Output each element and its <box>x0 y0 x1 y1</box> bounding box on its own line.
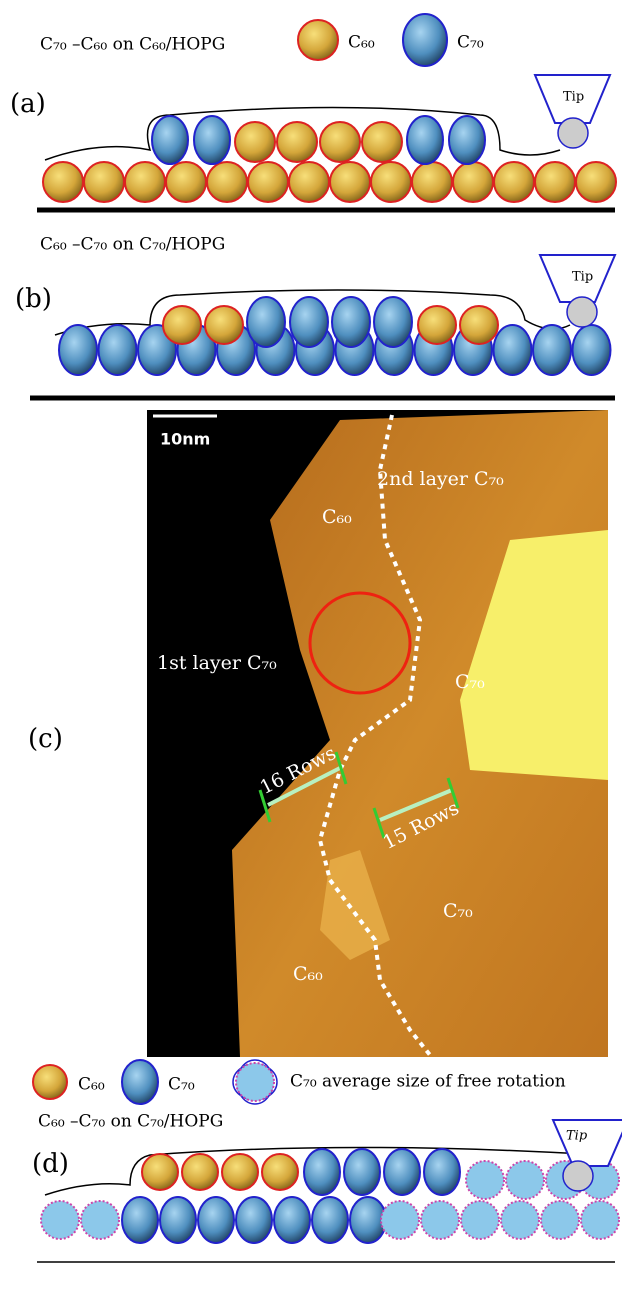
c60 <box>460 306 498 344</box>
c70 <box>332 297 370 347</box>
c70 <box>494 325 532 375</box>
panel-label: (d) <box>32 1149 69 1179</box>
c60 <box>84 162 124 202</box>
c70 <box>247 297 285 347</box>
annotation: 2nd layer C₇₀ <box>377 468 504 490</box>
legend-label: C₆₀ <box>78 1075 105 1095</box>
c60 <box>277 122 317 162</box>
scale-bar-label: 10nm <box>160 430 210 449</box>
c60 <box>248 162 288 202</box>
c70 <box>152 116 188 164</box>
c60 <box>166 162 206 202</box>
annotation: C₆₀ <box>293 963 323 985</box>
c70 <box>122 1197 158 1243</box>
c60 <box>362 122 402 162</box>
c60 <box>222 1154 258 1190</box>
c70 <box>274 1197 310 1243</box>
c60 <box>163 306 201 344</box>
c70 <box>304 1149 340 1195</box>
annotation: C₇₀ <box>455 671 485 693</box>
c70-rotating <box>461 1201 499 1239</box>
c70 <box>449 116 485 164</box>
annotation: C₆₀ <box>322 506 352 528</box>
c70-rotating <box>381 1201 419 1239</box>
c70 <box>424 1149 460 1195</box>
c60 <box>418 306 456 344</box>
legend-label: C₇₀ average size of free rotation <box>290 1072 566 1092</box>
c60 <box>142 1154 178 1190</box>
panel-label: (c) <box>28 724 63 754</box>
c70 <box>194 116 230 164</box>
annotation: 1st layer C₇₀ <box>157 652 277 674</box>
c70 <box>59 325 97 375</box>
caption: C₆₀ –C₇₀ on C₇₀/HOPG <box>40 235 225 255</box>
c70 <box>350 1197 386 1243</box>
c60 <box>453 162 493 202</box>
c70-rotating <box>541 1201 579 1239</box>
c60 <box>235 122 275 162</box>
legend-label: C₆₀ <box>348 33 375 53</box>
c70-rotating <box>501 1201 539 1239</box>
c60 <box>535 162 575 202</box>
c60 <box>182 1154 218 1190</box>
figure: C₇₀ –C₆₀ on C₆₀/HOPG C₆₀ C₇₀ (a) Tip C₆₀… <box>0 0 622 1297</box>
c60 <box>320 122 360 162</box>
c70 <box>160 1197 196 1243</box>
c70 <box>374 297 412 347</box>
c70-rotating <box>236 1063 274 1101</box>
c60 <box>412 162 452 202</box>
c60 <box>576 162 616 202</box>
c60 <box>262 1154 298 1190</box>
legend-label: C₇₀ <box>457 33 484 53</box>
panel-label: (b) <box>15 284 52 314</box>
tip-ball <box>563 1161 593 1191</box>
c70-rotating <box>421 1201 459 1239</box>
c60 <box>207 162 247 202</box>
c70 <box>122 1060 158 1104</box>
c70 <box>384 1149 420 1195</box>
c70 <box>290 297 328 347</box>
c70-rotating <box>581 1201 619 1239</box>
tip-label: Tip <box>572 270 593 285</box>
tip-label: Tip <box>563 90 584 105</box>
panel-label: (a) <box>10 89 46 119</box>
c60 <box>205 306 243 344</box>
c70 <box>573 325 611 375</box>
c70 <box>533 325 571 375</box>
c70 <box>312 1197 348 1243</box>
tip <box>553 1120 622 1166</box>
c60 <box>43 162 83 202</box>
c60 <box>494 162 534 202</box>
c70 <box>198 1197 234 1243</box>
c70-rotating <box>41 1201 79 1239</box>
annotation: C₇₀ <box>443 900 473 922</box>
stm-image <box>147 410 608 1057</box>
c70 <box>407 116 443 164</box>
c60 <box>289 162 329 202</box>
c60 <box>371 162 411 202</box>
c70-rotating <box>466 1161 504 1199</box>
tip-label: Tip <box>566 1129 588 1144</box>
c60 <box>298 20 338 60</box>
c60 <box>125 162 165 202</box>
c70 <box>344 1149 380 1195</box>
tip-ball <box>567 297 597 327</box>
legend-label: C₇₀ <box>168 1075 195 1095</box>
caption: C₇₀ –C₆₀ on C₆₀/HOPG <box>40 35 225 55</box>
c60 <box>330 162 370 202</box>
caption: C₆₀ –C₇₀ on C₇₀/HOPG <box>38 1112 223 1132</box>
c70 <box>403 14 447 66</box>
c70-rotating <box>81 1201 119 1239</box>
c60 <box>33 1065 67 1099</box>
c70 <box>236 1197 272 1243</box>
c70 <box>99 325 137 375</box>
c70-rotating <box>506 1161 544 1199</box>
tip-ball <box>558 118 588 148</box>
